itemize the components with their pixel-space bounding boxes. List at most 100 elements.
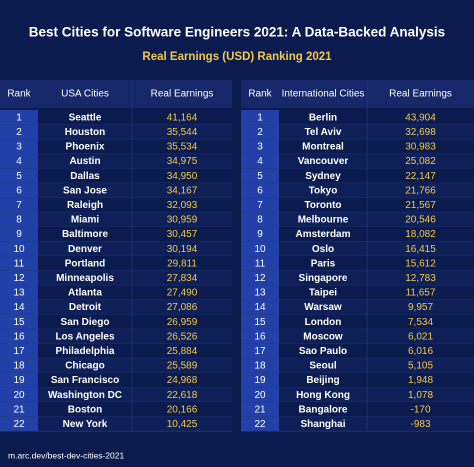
city: Melbourne [298,215,349,226]
rank: 5 [16,171,22,182]
earnings: 20,166 [167,404,198,415]
rank: 12 [13,273,25,284]
rank: 7 [16,200,22,211]
row-bg [38,285,232,300]
rank: 16 [13,331,25,342]
rank: 16 [254,331,266,342]
city: Sydney [305,171,341,182]
row-bg [38,402,232,417]
rank: 4 [257,156,263,167]
city: Austin [69,156,100,167]
row-bg [38,124,232,140]
earnings: 25,589 [167,361,198,372]
row-bg [279,226,474,242]
city: Minneapolis [56,273,114,284]
earnings: 35,544 [167,127,198,138]
rank: 15 [13,317,25,328]
rank: 14 [13,302,25,313]
earnings: 25,884 [167,346,198,357]
rank: 4 [16,156,22,167]
city: Vancouver [298,156,349,167]
earnings: 9,957 [408,302,433,313]
earnings: 21,766 [405,185,436,196]
rank: 20 [13,390,25,401]
earnings: 15,612 [405,258,436,269]
column-header: USA Cities [61,89,109,100]
row-bg [38,241,232,256]
rank: 3 [257,142,263,153]
row-bg [38,416,232,432]
city: San Diego [61,317,110,328]
city: Shanghai [300,419,345,430]
earnings: 21,567 [405,200,436,211]
earnings: 16,415 [405,244,436,255]
rank: 10 [13,244,25,255]
earnings: 27,834 [167,273,198,284]
earnings: 20,546 [405,215,436,226]
earnings: 34,975 [167,156,198,167]
city: London [305,317,342,328]
rank: 11 [255,258,266,269]
city: Warsaw [304,302,342,313]
earnings: 1,948 [408,375,433,386]
rank: 22 [13,419,25,430]
rank: 21 [13,404,25,415]
row-bg [38,343,232,359]
row-bg [38,226,232,242]
earnings: -170 [410,404,430,415]
city: Denver [68,244,102,255]
rank: 1 [16,112,22,123]
earnings: 30,959 [167,215,198,226]
earnings: 7,534 [408,317,433,328]
earnings: 34,950 [167,171,198,182]
earnings: 22,618 [167,390,198,401]
row-bg [279,139,474,154]
row-bg [279,416,474,432]
city: Toronto [304,200,341,211]
earnings: 43,904 [405,112,436,123]
city: Montreal [302,142,344,153]
earnings: -983 [410,419,430,430]
earnings: 5,105 [408,361,433,372]
earnings: 26,526 [167,331,198,342]
earnings: 6,021 [408,331,433,342]
earnings: 35,534 [167,142,198,153]
rank: 1 [257,112,263,123]
city: Seoul [309,361,336,372]
row-bg [279,329,474,344]
earnings: 32,698 [405,127,436,138]
earnings: 41,164 [167,112,198,123]
earnings: 30,194 [167,244,198,255]
rank: 6 [16,185,22,196]
rank: 17 [254,346,266,357]
rank: 19 [254,375,266,386]
row-bg [38,168,232,183]
city: Boston [68,404,102,415]
city: Houston [65,127,106,138]
rank: 2 [257,127,263,138]
header-row [0,80,232,108]
row-bg [38,197,232,213]
earnings: 24,968 [167,375,198,386]
column-header: Real Earnings [389,89,452,100]
earnings: 27,086 [167,302,198,313]
row-bg [38,256,232,271]
city: Miami [71,215,100,226]
title: Best Cities for Software Engineers 2021:… [29,25,445,40]
row-bg [38,183,232,198]
row-bg [279,402,474,417]
row-bg [38,110,232,125]
city: Baltimore [62,229,109,240]
earnings: 18,082 [405,229,436,240]
city: San Francisco [51,375,119,386]
earnings: 30,983 [405,142,436,153]
rank: 14 [254,302,266,313]
column-header: International Cities [282,89,365,100]
rank: 8 [257,215,263,226]
row-bg [279,343,474,359]
rank: 22 [254,419,266,430]
row-bg [279,270,474,286]
rank: 19 [13,375,25,386]
rank: 9 [16,229,22,240]
